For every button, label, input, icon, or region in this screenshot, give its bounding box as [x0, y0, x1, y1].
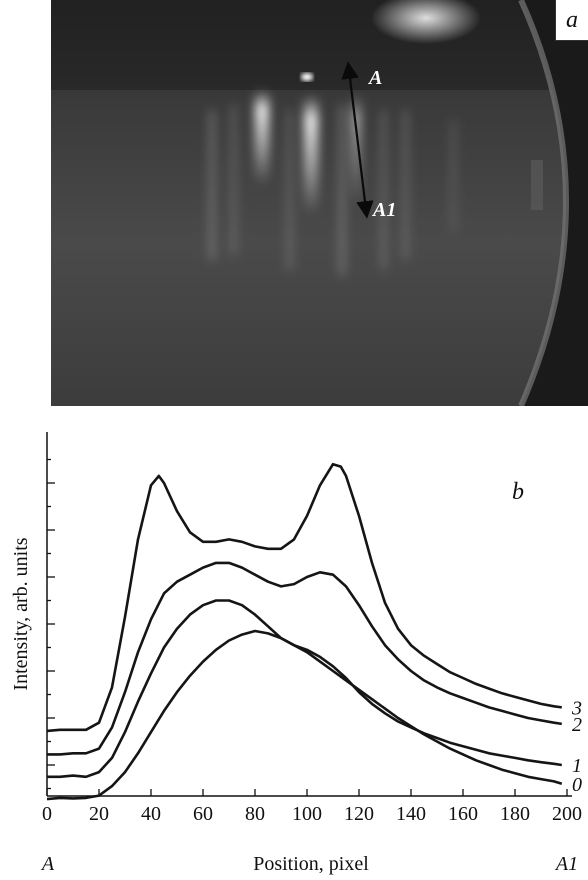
series-label-1: 1 [572, 755, 582, 777]
y-axis-ticks [47, 458, 55, 790]
series-label-2: 2 [572, 714, 582, 736]
series-line-1 [47, 599, 562, 779]
series-line-3 [46, 462, 562, 733]
x-tick-label: 40 [141, 803, 161, 825]
x-tick-label: 0 [42, 803, 52, 825]
series-labels: 01 23 [571, 697, 582, 795]
x-tick-label: 80 [245, 803, 265, 825]
series-label-3: 3 [571, 697, 582, 719]
chart-series [46, 462, 563, 801]
x-tick-label: 200 [552, 803, 582, 825]
x-tick-label: 20 [89, 803, 109, 825]
x-tick-label: 60 [193, 803, 213, 825]
marker-a1-label: A1 [371, 199, 396, 221]
diffraction-pattern-graphic [51, 0, 588, 406]
x-tick-label: 100 [292, 803, 322, 825]
a-to-a1-arrow [341, 61, 374, 219]
x-axis-ticks: 0 20 40 60 80 100 120 140 160 180 200 [42, 789, 582, 825]
series-line-2 [47, 561, 562, 756]
x-start-label: A [40, 853, 55, 875]
y-axis-label: Intensity, arb. units [10, 537, 32, 690]
marker-a-label: A [367, 67, 382, 89]
x-tick-label: 120 [344, 803, 374, 825]
x-end-label: A1 [554, 853, 578, 875]
x-axis-label: Position, pixel [253, 853, 369, 875]
series-label-0: 0 [572, 774, 582, 796]
chart-axes [46, 432, 572, 797]
series-line-0 [46, 629, 563, 801]
x-tick-label: 160 [448, 803, 478, 825]
x-tick-label: 180 [500, 803, 530, 825]
panel-a-label: a [555, 0, 588, 41]
x-tick-label: 140 [396, 803, 426, 825]
panel-b-label: b [512, 479, 524, 505]
marker-overlay: A A1 [341, 61, 396, 221]
panel-a-diffraction-image: A A1 a [51, 0, 588, 406]
